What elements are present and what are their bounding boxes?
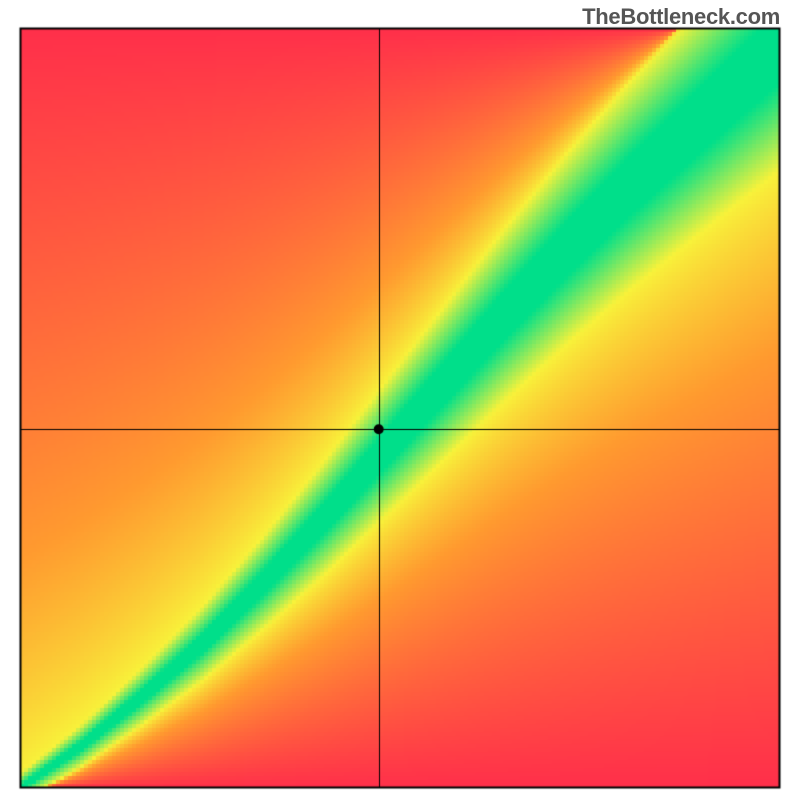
chart-container: TheBottleneck.com [0, 0, 800, 800]
heatmap-canvas [0, 0, 800, 800]
watermark-text: TheBottleneck.com [582, 4, 780, 30]
